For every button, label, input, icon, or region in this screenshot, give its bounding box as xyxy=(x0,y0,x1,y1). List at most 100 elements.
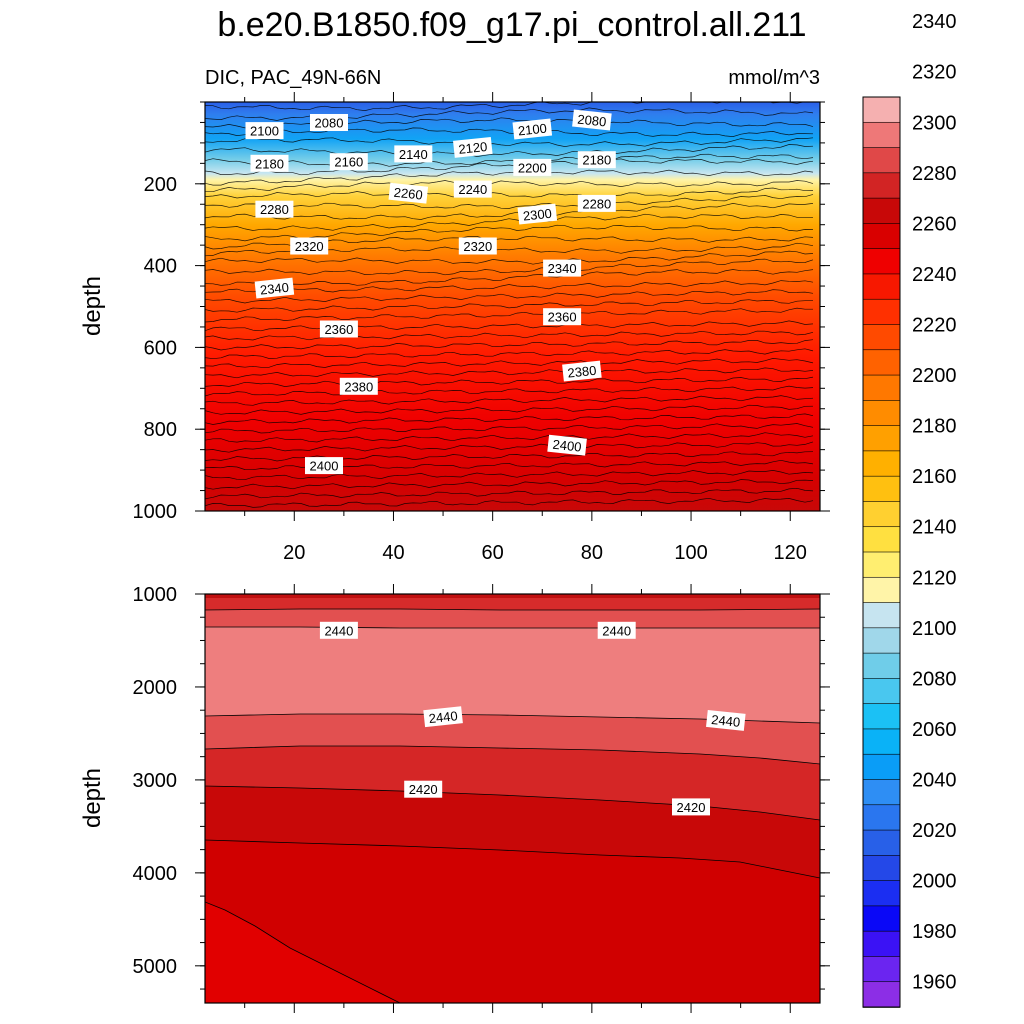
contour-label-text: 2380 xyxy=(567,363,597,381)
contour-label-text: 2180 xyxy=(582,153,611,168)
contour-line xyxy=(205,404,814,415)
contour-line xyxy=(205,187,814,199)
colorbar-swatch xyxy=(862,930,901,958)
bottom-filled-bands xyxy=(205,594,820,1003)
colorbar-label: 2240 xyxy=(912,264,957,286)
x-tick-label: 40 xyxy=(382,542,404,564)
contour-label-text: 2340 xyxy=(259,280,289,298)
contour-label-box xyxy=(458,237,497,255)
contour-label-box xyxy=(255,200,294,218)
colorbar-swatch xyxy=(862,96,901,124)
bottom-panel-frame xyxy=(204,593,821,1004)
contour-label: 2280 xyxy=(577,194,616,212)
colorbar-swatch xyxy=(862,450,901,477)
colorbar-swatch xyxy=(862,298,901,326)
contour-line xyxy=(205,358,814,368)
contour-label: 2440 xyxy=(706,709,746,731)
colorbar-swatch xyxy=(862,627,901,654)
contour-label-box xyxy=(543,259,582,277)
contour-line xyxy=(205,423,814,434)
contour-label-text: 2380 xyxy=(344,379,373,394)
colorbar-swatch xyxy=(862,981,901,1008)
contour-label: 2380 xyxy=(339,377,378,395)
y-tick-label: 1000 xyxy=(133,584,178,606)
contour-label-box xyxy=(513,158,552,176)
contour-line xyxy=(205,258,814,276)
colorbar-swatch xyxy=(862,602,901,629)
contour-line xyxy=(205,339,814,351)
colorbar-label: 2340 xyxy=(912,11,957,33)
contour-label-text: 2440 xyxy=(602,623,631,638)
contour-label-text: 2240 xyxy=(458,182,487,197)
contour-label: 2140 xyxy=(394,145,433,163)
contour-label-box xyxy=(305,457,343,475)
contour-label-box xyxy=(329,153,368,171)
contour-label-box xyxy=(394,145,433,163)
top-panel-fill xyxy=(205,102,820,511)
colorbar-swatch xyxy=(862,905,901,932)
x-tick-label: 120 xyxy=(774,542,807,564)
contour-line xyxy=(205,137,814,147)
contour-label: 2400 xyxy=(547,434,587,456)
contour-label-text: 2140 xyxy=(399,147,428,162)
contour-line xyxy=(205,395,814,406)
colorbar-swatch xyxy=(862,349,901,376)
colorbar-swatch xyxy=(862,855,901,882)
contour-label-box xyxy=(453,180,492,198)
contour-label-box xyxy=(706,709,746,731)
contour-label-text: 2400 xyxy=(310,459,339,474)
contour-label: 2280 xyxy=(255,200,294,218)
contour-label-box xyxy=(404,780,443,798)
band-2425 xyxy=(205,594,820,598)
colorbar-swatch xyxy=(862,956,901,983)
contour-line xyxy=(205,194,814,209)
colorbar-label: 2000 xyxy=(912,871,957,893)
contour-line xyxy=(205,107,814,121)
colorbar-swatch xyxy=(862,678,901,705)
contour-label-text: 2320 xyxy=(463,239,492,254)
colorbar-swatch xyxy=(862,652,901,680)
colorbar-label: 2020 xyxy=(912,820,957,842)
figure-title: b.e20.B1850.f09_g17.pi_control.all.211 xyxy=(217,6,806,44)
contour-label-box xyxy=(562,360,602,382)
colorbar-label: 2040 xyxy=(912,770,957,792)
contour-line xyxy=(205,479,814,490)
bottom-y-axis-label: depth xyxy=(79,768,106,828)
top-y-axis-label: depth xyxy=(79,276,106,336)
contour-label: 2380 xyxy=(562,360,602,382)
contour-label-text: 2180 xyxy=(255,156,284,171)
contour-label-box xyxy=(254,277,295,299)
contour-label-box xyxy=(547,434,587,456)
contour-line xyxy=(205,497,814,508)
x-tick-label: 80 xyxy=(581,542,603,564)
contour-line xyxy=(205,367,814,379)
colorbar-label: 2160 xyxy=(912,466,957,488)
colorbar-swatch xyxy=(862,223,901,250)
contour-label-box xyxy=(543,308,582,326)
colorbar-swatch xyxy=(862,147,901,174)
x-tick-label: 60 xyxy=(482,542,504,564)
top-contour-lines xyxy=(205,102,814,508)
contour-label-text: 2100 xyxy=(517,121,547,139)
contour-line xyxy=(205,180,814,193)
y-tick-label: 3000 xyxy=(133,770,178,792)
bottom-contour-labels: 2440 2440 2440 2440 2420 2420 xyxy=(319,621,746,816)
contour-label-box xyxy=(388,182,429,204)
colorbar-swatch xyxy=(862,804,901,831)
colorbar-swatch xyxy=(862,197,901,225)
contour-label-box xyxy=(423,706,463,728)
contour-label-text: 2320 xyxy=(295,239,324,254)
top-contour-labels: 2100 2080 2100 2080 2180 2160 2140 2120 2200 2180… xyxy=(245,109,616,475)
contour-line xyxy=(205,127,814,137)
contour-line xyxy=(205,348,814,360)
bottom-panel: 2440 2440 2440 2440 2420 2420 1000 2000 3000 400… xyxy=(79,584,830,1013)
colorbar-label: 2120 xyxy=(912,567,957,589)
contour-line xyxy=(205,330,814,341)
colorbar-swatch xyxy=(862,829,901,857)
contour-label-text: 2440 xyxy=(711,712,741,730)
colorbar-label: 2300 xyxy=(912,112,957,134)
contour-label-text: 2300 xyxy=(522,206,552,224)
contour-line xyxy=(205,203,814,220)
contour-label-box xyxy=(577,194,616,212)
y-tick-label: 4000 xyxy=(133,863,178,885)
